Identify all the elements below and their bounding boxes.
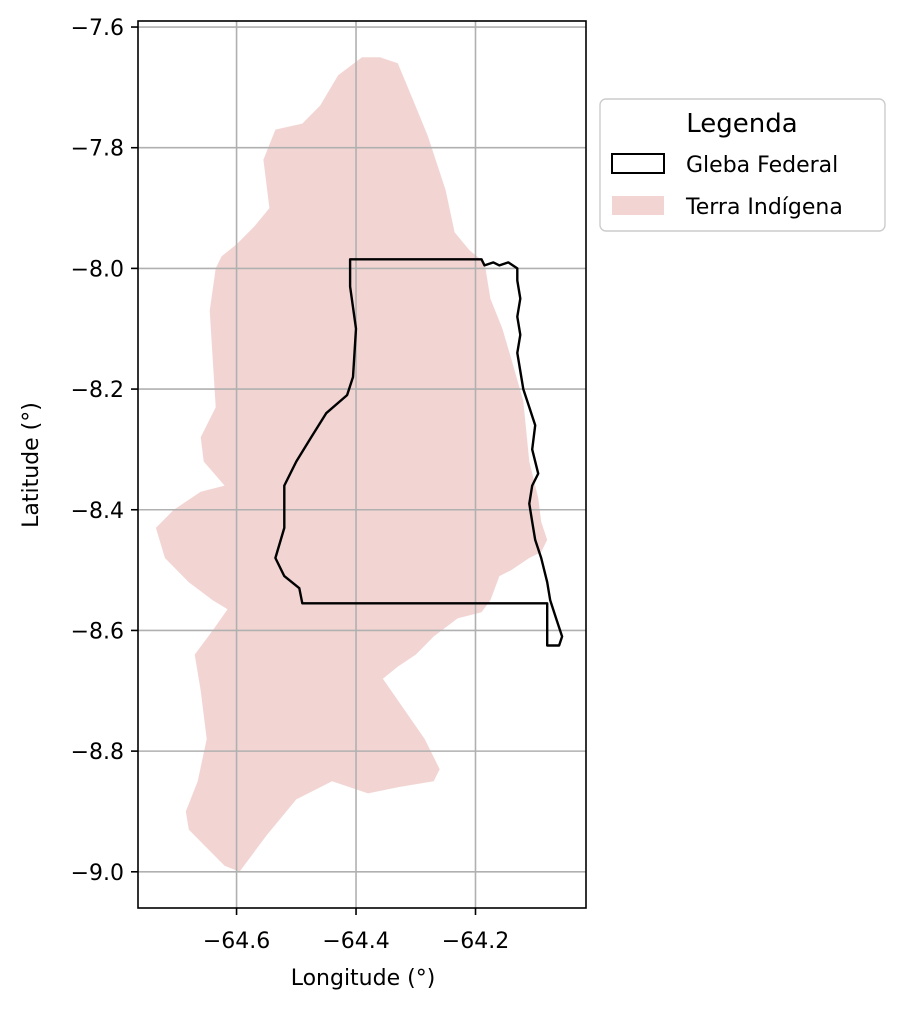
y-tick-label: −8.4 bbox=[71, 499, 124, 524]
legend-swatch-terra-indigena bbox=[612, 196, 664, 215]
axes-frame bbox=[137, 20, 587, 909]
plot-area: −64.6 −64.4 −64.2 −7.6 −7.8 −8.0 −8.2 −8.4 −8.6… bbox=[71, 16, 587, 954]
y-axis-label: Latitude (°) bbox=[19, 402, 44, 528]
y-tick-label: −8.8 bbox=[71, 740, 124, 765]
legend-frame bbox=[599, 98, 886, 232]
y-tick-label: −9.0 bbox=[71, 861, 124, 886]
legend: Legenda Gleba Federal Terra Indígena bbox=[599, 98, 886, 232]
legend-label-gleba-federal: Gleba Federal bbox=[686, 153, 838, 178]
y-tick-label: −8.6 bbox=[71, 619, 124, 644]
legend-title: Legenda bbox=[686, 109, 797, 139]
x-axis-label: Longitude (°) bbox=[291, 966, 436, 991]
terra-indigena-layer bbox=[155, 57, 548, 872]
y-tick-label: −8.0 bbox=[71, 257, 124, 282]
x-tick-label: −64.4 bbox=[322, 929, 389, 954]
x-tick-label: −64.6 bbox=[203, 929, 270, 954]
y-tick-label: −8.2 bbox=[71, 378, 124, 403]
gleba-federal-polygon bbox=[274, 258, 564, 647]
gleba-federal-layer bbox=[274, 258, 564, 647]
y-axis-ticks: −7.6 −7.8 −8.0 −8.2 −8.4 −8.6 −8.8 −9.0 bbox=[71, 16, 138, 886]
x-axis-ticks: −64.6 −64.4 −64.2 bbox=[203, 908, 509, 954]
x-tick-label: −64.2 bbox=[442, 929, 509, 954]
y-tick-label: −7.8 bbox=[71, 137, 124, 162]
legend-label-terra-indigena: Terra Indígena bbox=[685, 195, 843, 220]
legend-swatch-gleba-federal bbox=[611, 153, 665, 174]
grid-lines bbox=[138, 21, 586, 908]
terra-indigena-polygon bbox=[155, 57, 548, 872]
y-tick-label: −7.6 bbox=[71, 16, 124, 41]
